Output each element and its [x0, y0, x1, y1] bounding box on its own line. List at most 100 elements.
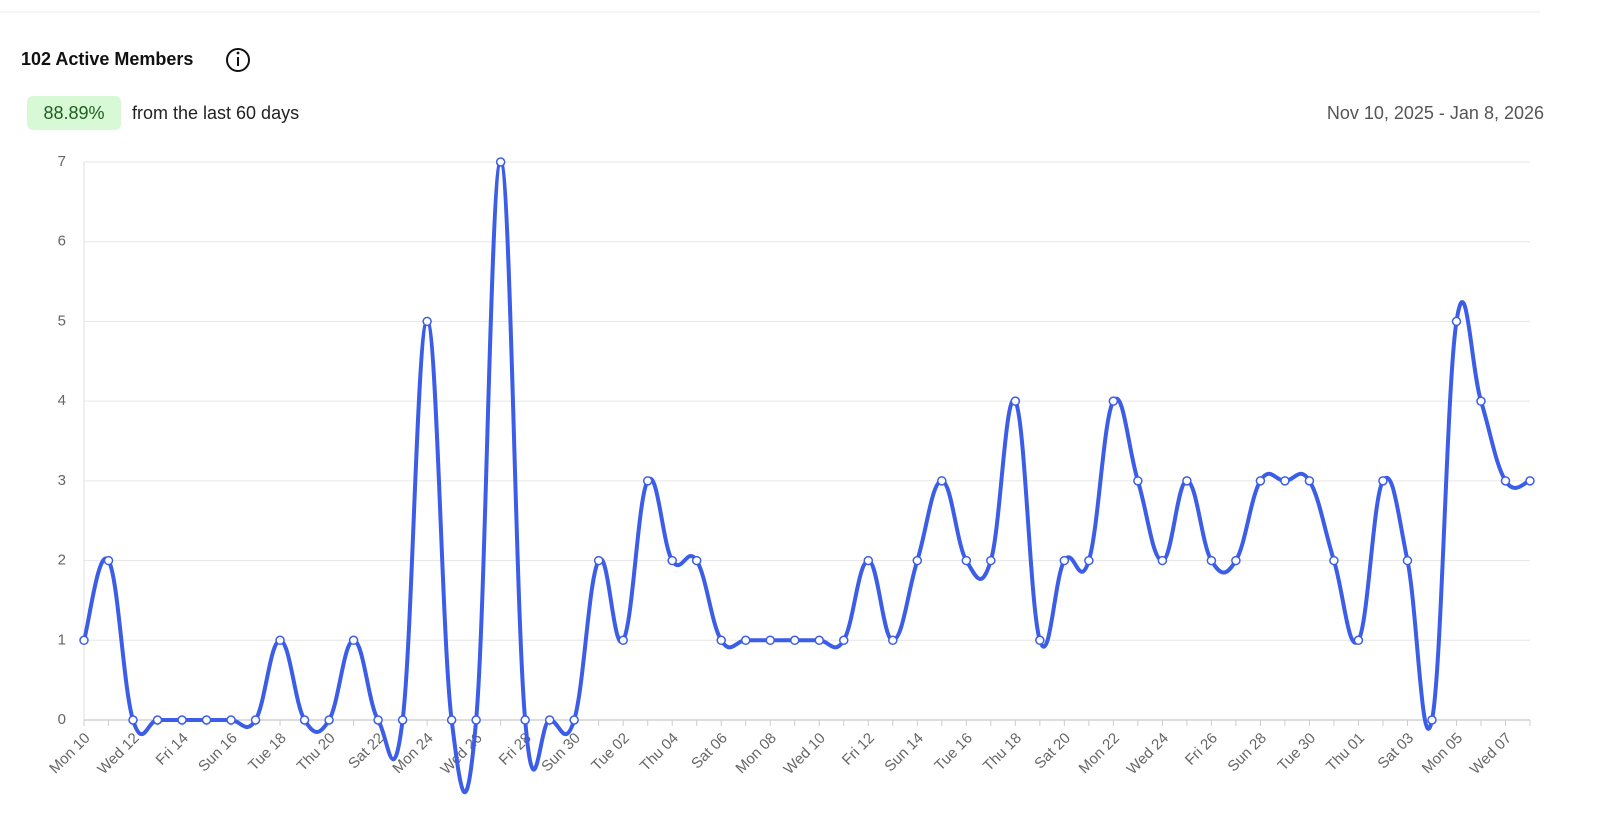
- point: [1084, 555, 1094, 566]
- point: [1108, 396, 1119, 406]
- point: [226, 715, 236, 725]
- point: [446, 715, 457, 725]
- point: [201, 715, 212, 725]
- point: [814, 635, 825, 646]
- x-tick-label: Sun 30: [538, 730, 584, 776]
- point: [520, 715, 530, 725]
- point: [569, 715, 579, 725]
- point: [1206, 555, 1217, 566]
- x-tick-label: Thu 01: [1323, 730, 1368, 775]
- x-tick-label: Fri 26: [1182, 730, 1221, 769]
- date-range: Nov 10, 2025 - Jan 8, 2026: [1327, 103, 1544, 123]
- badge: 88.89%: [43, 103, 104, 123]
- x-tick-label: Thu 04: [637, 730, 682, 775]
- point: [495, 157, 506, 167]
- x-tick-label: Tue 02: [588, 730, 633, 775]
- point: [177, 715, 187, 725]
- point: [299, 715, 310, 725]
- point: [1427, 715, 1437, 725]
- x-tick-label: Mon 10: [46, 730, 93, 777]
- x-tick-label: Wed 26: [437, 730, 485, 778]
- point: [324, 715, 334, 725]
- x-tick-label: Mon 05: [1419, 730, 1466, 777]
- y-tick-label: 0: [58, 711, 66, 728]
- y-tick-label: 7: [58, 153, 66, 170]
- point: [1157, 555, 1168, 566]
- point: [1451, 316, 1462, 327]
- point: [1182, 476, 1192, 486]
- point: [1280, 476, 1290, 486]
- x-tick-label: Sat 03: [1374, 730, 1417, 773]
- point: [103, 555, 114, 566]
- point: [912, 555, 923, 566]
- point: [1353, 635, 1364, 646]
- point: [1133, 476, 1143, 486]
- point: [1010, 396, 1021, 406]
- point: [275, 635, 285, 646]
- x-tick-label: Fri 14: [153, 730, 192, 769]
- point: [348, 635, 359, 646]
- point: [863, 555, 874, 566]
- x-tick-label: Sun 28: [1224, 730, 1270, 776]
- line: [82, 160, 1531, 795]
- point: [422, 316, 432, 327]
- point: [1231, 555, 1241, 566]
- x-tick-label: Wed 07: [1467, 730, 1515, 778]
- y-tick-label: 5: [58, 312, 66, 329]
- y-tick-label: 3: [58, 472, 66, 489]
- x-tick-label: Sun 14: [881, 730, 927, 776]
- point: [986, 555, 996, 566]
- subtitle: from the last 60 days: [132, 103, 299, 123]
- x-tick-label: Wed 24: [1124, 730, 1172, 778]
- x-tick-label: Mon 22: [1076, 730, 1123, 777]
- x-tick-label: Wed 10: [780, 730, 828, 778]
- point: [618, 635, 628, 646]
- x-tick-label: Tue 16: [931, 730, 976, 775]
- point: [471, 715, 481, 725]
- point: [1378, 476, 1388, 486]
- y-tick-label: 2: [58, 552, 66, 569]
- point: [642, 476, 653, 486]
- x-tick-label: Sat 22: [345, 730, 388, 773]
- point: [740, 635, 751, 646]
- point: [397, 715, 408, 725]
- point: [1035, 635, 1045, 646]
- point: [1402, 555, 1413, 566]
- info-circle[interactable]: [226, 48, 250, 72]
- point: [789, 635, 800, 646]
- point: [961, 555, 972, 566]
- point: [691, 555, 702, 566]
- y-tick-label: 6: [58, 233, 66, 250]
- point: [765, 635, 775, 646]
- x-tick-label: Tue 18: [245, 730, 290, 775]
- point: [544, 715, 555, 725]
- point: [1255, 476, 1266, 486]
- point: [716, 635, 726, 646]
- point: [1500, 476, 1511, 486]
- x-tick-label: Sat 20: [1031, 730, 1074, 773]
- point: [79, 635, 89, 646]
- x-tick-label: Sat 06: [688, 730, 731, 773]
- x-tick-label: Thu 18: [980, 730, 1025, 775]
- x-tick-label: Tue 30: [1274, 730, 1319, 775]
- point: [888, 635, 898, 646]
- x-tick-label: Sun 16: [195, 730, 241, 776]
- point: [1525, 476, 1535, 486]
- point: [667, 555, 677, 566]
- y-tick-label: 4: [58, 392, 66, 409]
- title: 102 Active Members: [21, 49, 193, 69]
- point: [839, 635, 849, 646]
- point: [593, 555, 604, 566]
- info-icon[interactable]: [226, 48, 250, 72]
- badge-bg: [27, 96, 121, 130]
- x-tick-label: Mon 08: [732, 730, 779, 777]
- x-tick-label: Fri 12: [839, 730, 878, 769]
- x-tick-label: Wed 12: [94, 730, 142, 778]
- point: [250, 715, 261, 725]
- point: [128, 715, 138, 725]
- point: [373, 715, 383, 725]
- y-tick-label: 1: [58, 631, 66, 648]
- info-dot: [236, 51, 240, 55]
